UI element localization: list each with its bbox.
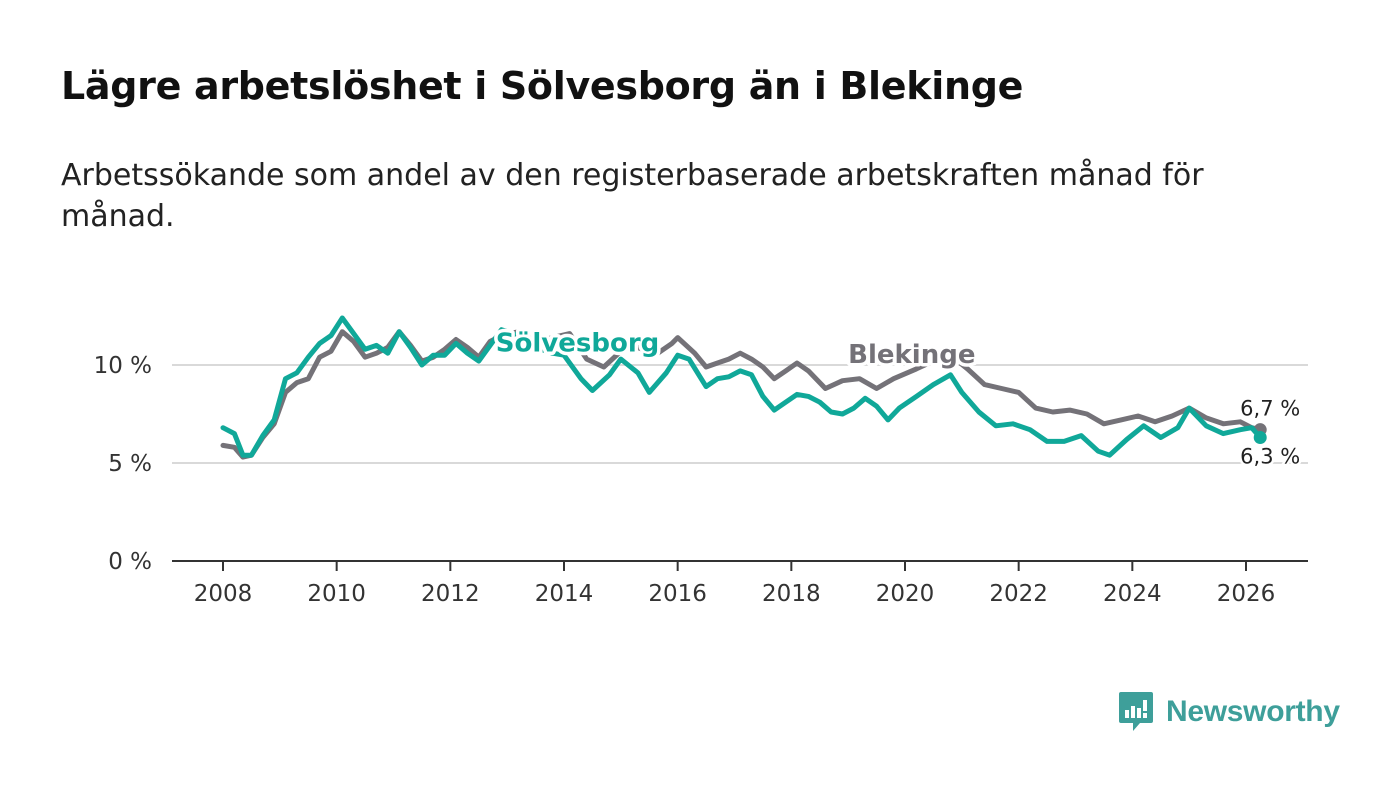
series-line-solvesborg [220, 315, 1263, 458]
series-label-solvesborg: Sölvesborg [496, 328, 659, 358]
series [220, 315, 1267, 460]
labels: Blekinge 6,7 % Sölvesborg 6,3 % [492, 325, 1302, 471]
x-tick-label: 2008 [194, 581, 253, 607]
end-point-solvesborg [1253, 431, 1267, 445]
newsworthy-logo: Newsworthy [1118, 690, 1340, 734]
x-tick-label: 2012 [421, 581, 480, 607]
chart-subtitle: Arbetssökande som andel av den registerb… [61, 158, 1204, 234]
y-tick-label: 5 % [108, 451, 152, 477]
gridlines [172, 364, 1308, 464]
x-tick-label: 2018 [762, 581, 821, 607]
chart-title: Lägre arbetslöshet i Sölvesborg än i Ble… [61, 64, 1024, 108]
end-value-label-solvesborg: 6,3 % [1240, 445, 1300, 469]
bar-chart-speech-bubble-icon [1119, 692, 1153, 731]
y-tick-label: 10 % [94, 353, 152, 379]
axes: 0 % 5 % 10 % 2008 2010 2012 2014 2016 2018 2020 20… [94, 353, 1308, 607]
x-tick-label: 2010 [307, 581, 366, 607]
x-tick-label: 2026 [1217, 581, 1276, 607]
x-tick-label: 2020 [876, 581, 935, 607]
x-tick-label: 2024 [1103, 581, 1162, 607]
series-line-blekinge [220, 329, 1263, 460]
end-value-label-blekinge: 6,7 % [1240, 397, 1300, 421]
x-tick-label: 2016 [648, 581, 707, 607]
brand-name: Newsworthy [1166, 695, 1340, 728]
x-tick-label: 2014 [535, 581, 594, 607]
y-tick-label: 0 % [108, 549, 152, 575]
series-label-blekinge: Blekinge [848, 340, 975, 370]
x-tick-label: 2022 [989, 581, 1048, 607]
